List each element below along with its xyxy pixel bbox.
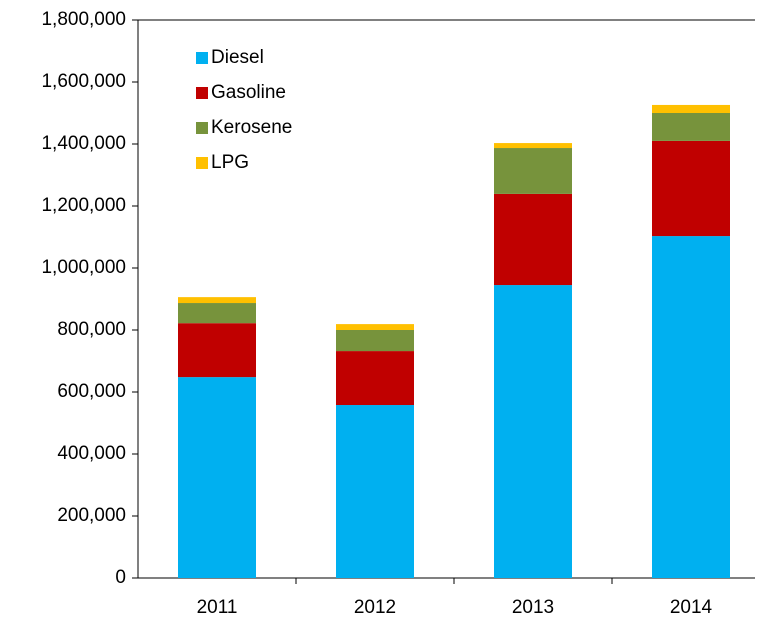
y-tick-label: 1,200,000	[41, 195, 126, 216]
legend-swatch	[196, 157, 208, 169]
bar-segment	[494, 148, 572, 194]
y-tick-label: 0	[115, 567, 126, 588]
y-tick-label: 200,000	[57, 505, 126, 526]
bar-segment	[652, 236, 730, 578]
y-tick-label: 600,000	[57, 381, 126, 402]
bar-segment	[494, 285, 572, 578]
legend-swatch	[196, 87, 208, 99]
x-tick-label: 2011	[197, 597, 238, 618]
y-tick-label: 800,000	[57, 319, 126, 340]
bar-segment	[178, 377, 256, 578]
bar-segment	[336, 330, 414, 352]
x-tick-label: 2013	[512, 597, 554, 618]
x-tick-label: 2012	[354, 597, 396, 618]
legend-label: Gasoline	[211, 82, 286, 103]
bar-segment	[494, 193, 572, 286]
bar-segment	[178, 323, 256, 378]
bar-segment	[652, 113, 730, 141]
y-tick-label: 1,800,000	[41, 9, 126, 30]
y-tick-label: 1,400,000	[41, 133, 126, 154]
y-tick-label: 1,000,000	[41, 257, 126, 278]
bar-segment	[336, 405, 414, 578]
x-tick-label: 2014	[670, 597, 713, 618]
bar-segment	[652, 140, 730, 237]
y-tick-label: 1,600,000	[41, 71, 126, 92]
bar-segment	[178, 303, 256, 324]
bar-segment	[336, 351, 414, 406]
bar-segment	[652, 104, 730, 113]
legend-swatch	[196, 52, 208, 64]
y-tick-label: 400,000	[57, 443, 126, 464]
legend-swatch	[196, 122, 208, 134]
legend-label: LPG	[211, 152, 249, 173]
bar-segment	[178, 297, 256, 304]
bar-segment	[336, 324, 414, 330]
legend-label: Diesel	[211, 47, 264, 68]
legend-label: Kerosene	[211, 117, 292, 138]
bar-segment	[494, 143, 572, 149]
